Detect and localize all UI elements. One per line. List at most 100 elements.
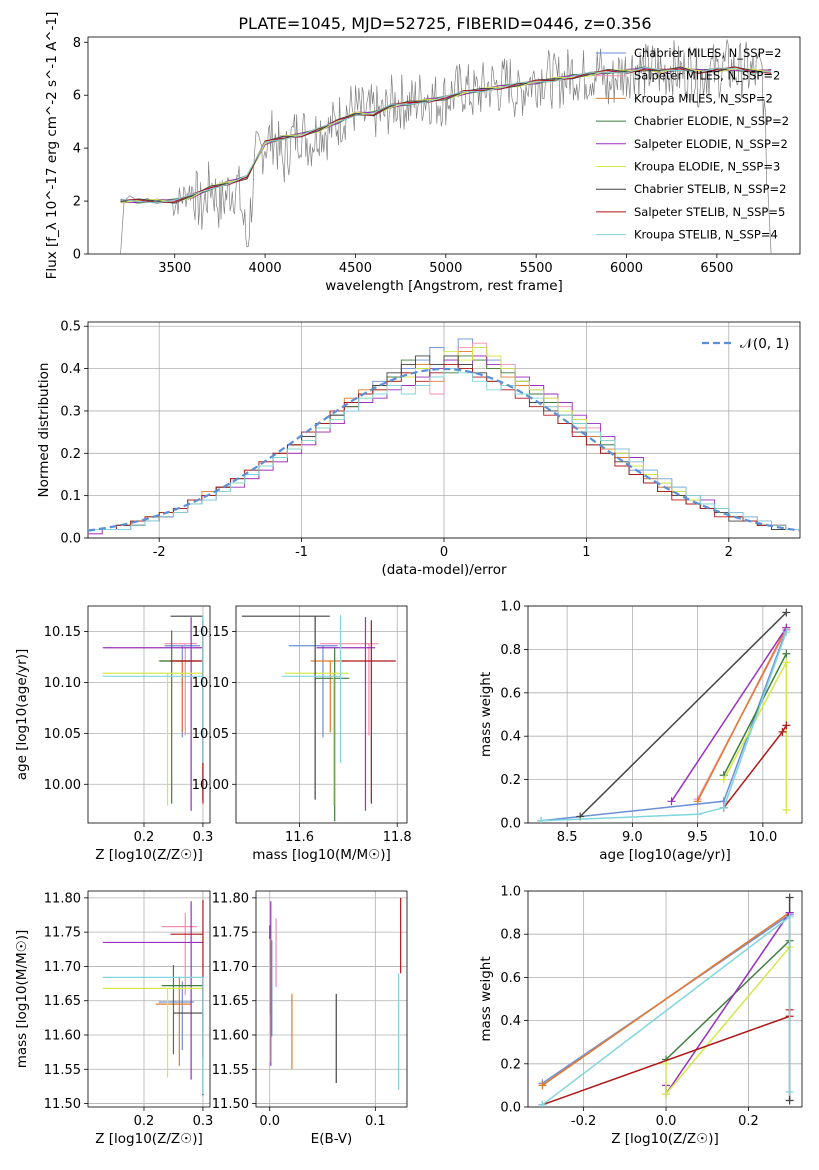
y-tick-label: 10.15 [44,625,81,640]
y-tick-label: 10.05 [192,727,229,742]
legend-label: Kroupa STELIB, N_SSP=4 [634,228,778,242]
y-tick-label: 0.0 [500,817,521,832]
y-tick-label: 10.10 [44,676,81,691]
y-tick-label: 11.65 [212,994,249,1009]
legend-label: Chabrier STELIB, N_SSP=2 [634,182,786,196]
figure-title: PLATE=1045, MJD=52725, FIBERID=0446, z=0… [238,14,651,33]
y-tick-label: 11.50 [44,1097,81,1112]
y-tick-label: 11.80 [212,891,249,906]
x-tick-label: 6000 [610,261,643,276]
x-axis-label: Z [log10(Z/Z☉)] [95,1131,203,1147]
weight-marker [667,797,676,806]
weight-marker [785,1096,794,1105]
weight-marker [778,727,787,736]
x-tick-label: 10.0 [748,830,777,845]
weight-marker [782,805,791,814]
weight-marker [537,816,546,823]
y-tick-label: 10.00 [44,778,81,793]
weight-line [670,627,787,802]
y-tick-label: 10.05 [44,727,81,742]
weight-line [579,611,787,818]
weight-marker [538,1100,547,1107]
weight-line [665,940,791,1061]
legend-label: 𝒩(0, 1) [740,336,789,352]
weight-line [723,653,787,776]
axes-frame [87,605,211,824]
y-axis-label: age [log10(age/yr)] [14,649,30,781]
x-tick-label: 0.0 [259,1114,280,1129]
histogram-step [88,368,800,530]
x-tick-label: 8.5 [557,830,578,845]
plot-area [269,897,402,1090]
y-tick-label: 0.0 [500,1101,521,1116]
y-tick-label: 10.15 [192,625,229,640]
axes-residuals: -2 -1 0 1 2 0.0 0.1 0.2 0.3 0.4 0.5 (data-model)/er… [36,320,801,578]
x-tick-label: 0.2 [738,1114,759,1129]
weight-marker [785,1087,794,1096]
model-line [120,66,772,204]
y-tick-label: 11.50 [212,1097,249,1112]
y-axis-label: mass weight [478,672,494,757]
y-tick-label: 11.70 [212,960,249,975]
y-tick-label: 0.4 [60,362,81,377]
y-tick-label: 0.1 [60,489,81,504]
x-tick-label: 0 [440,545,448,560]
x-axis-label: age [log10(age/yr)] [599,847,731,863]
y-tick-label: 0.2 [60,447,81,462]
y-tick-label: 0.2 [500,773,521,788]
x-axis-label: Z [log10(Z/Z☉)] [611,1131,719,1147]
x-tick-label: 0.2 [134,1114,155,1129]
y-tick-label: 11.60 [44,1029,81,1044]
y-tick-label: 11.60 [212,1029,249,1044]
y-tick-label: 0.5 [60,320,81,335]
observed-spectrum [120,39,772,254]
axes-frame [87,321,801,539]
y-tick-label: 0.8 [500,643,521,658]
x-tick-label: -1 [295,545,308,560]
y-tick-label: 6 [73,89,81,104]
x-tick-label: 1 [582,545,590,560]
y-tick-label: 11.75 [44,926,81,941]
plot-area [537,608,791,823]
plot-area [120,39,772,254]
y-tick-label: 10.10 [192,676,229,691]
legend-label: Salpeter STELIB, N_SSP=5 [634,205,785,219]
axes-frame [235,605,408,824]
x-tick-label: 9.5 [687,830,708,845]
axes-mass-vs-Z: 0.2 0.3 11.50 11.55 11.60 11.65 11.70 11.75 11.8… [14,890,214,1147]
axes-massweight-vs-age: 8.5 9.0 9.5 10.0 0.0 0.2 0.4 0.6 0.8 1.0 age [log1… [478,600,803,863]
weight-marker [662,1090,671,1099]
y-axis-label: Flux [f_λ 10^-17 erg cm^-2 s^-1 A^-1] [44,12,60,280]
x-tick-label: 4500 [339,261,372,276]
x-tick-label: 11.8 [383,830,412,845]
weight-marker [782,628,791,637]
x-tick-label: 6500 [700,261,733,276]
axes-frame [255,890,408,1108]
x-tick-label: 0.3 [193,830,214,845]
plot-area [538,893,794,1107]
y-axis-label: mass weight [478,956,494,1041]
y-tick-label: 10.00 [192,778,229,793]
x-axis-label: (data-model)/error [381,562,507,578]
weight-line [696,627,787,802]
y-tick-label: 11.75 [212,926,249,941]
y-tick-label: 0.8 [500,928,521,943]
x-tick-label: -0.2 [571,1114,596,1129]
x-tick-label: 9.0 [622,830,643,845]
legend-label: Salpeter ELODIE, N_SSP=2 [634,137,788,151]
weight-marker [782,721,791,730]
legend-label: Kroupa MILES, N_SSP=2 [634,91,773,105]
weight-marker [538,1081,547,1090]
x-tick-label: 0.3 [193,1114,214,1129]
y-tick-label: 0.6 [500,686,521,701]
legend-label: Salpeter MILES, N_SSP=2 [634,69,780,83]
plots-layer: 3500 4000 4500 5000 5500 6000 6500 0 2 4 6 8 wavelen… [14,12,803,1147]
plot-area [102,899,204,1096]
y-tick-label: 4 [73,142,81,157]
y-tick-label: 0.4 [500,730,521,745]
y-tick-label: 11.55 [44,1063,81,1078]
legend: Chabrier MILES, N_SSP=2 Salpeter MILES, N… [596,46,789,242]
y-tick-label: 0 [73,248,81,263]
weight-line [540,631,788,822]
